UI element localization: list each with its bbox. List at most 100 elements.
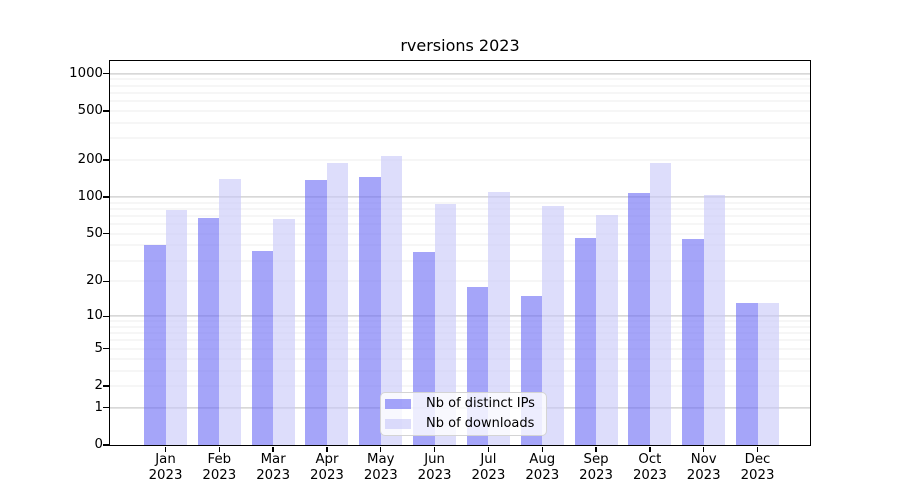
y-tick-label: 5 bbox=[94, 340, 103, 356]
x-tick-label: Oct 2023 bbox=[632, 452, 667, 483]
bar bbox=[574, 238, 597, 445]
bar-group-jan bbox=[144, 61, 187, 445]
minor-gridline bbox=[110, 332, 810, 334]
legend-swatch-distinct-ips bbox=[385, 398, 411, 410]
minor-gridline bbox=[110, 223, 810, 225]
minor-gridline bbox=[110, 280, 810, 282]
minor-gridline bbox=[110, 208, 810, 210]
x-tick-label: Aug 2023 bbox=[525, 452, 560, 483]
y-tick-mark bbox=[103, 110, 109, 112]
bar bbox=[165, 210, 187, 445]
x-tick-mark bbox=[756, 446, 759, 452]
bar-group-dec bbox=[736, 61, 780, 445]
bar bbox=[542, 206, 564, 445]
minor-gridline bbox=[110, 244, 810, 246]
minor-gridline bbox=[110, 233, 810, 235]
chart-title: rversions 2023 bbox=[400, 36, 520, 55]
x-tick-label: May 2023 bbox=[363, 452, 398, 483]
bar-group-jun bbox=[413, 61, 457, 445]
minor-gridline bbox=[110, 385, 810, 387]
bar-group-mar bbox=[251, 61, 295, 445]
bar-group-may bbox=[359, 61, 403, 445]
x-tick-label: Sep 2023 bbox=[579, 452, 613, 483]
y-tick-label: 1000 bbox=[69, 65, 103, 81]
legend-label-distinct-ips: Nb of distinct IPs bbox=[426, 396, 535, 411]
x-tick-mark bbox=[164, 446, 167, 452]
major-gridline bbox=[110, 196, 810, 198]
bar bbox=[703, 195, 726, 445]
y-tick-label: 10 bbox=[86, 308, 103, 324]
bar-group-feb bbox=[197, 61, 241, 445]
y-tick-label: 100 bbox=[77, 189, 103, 205]
y-tick-mark bbox=[103, 348, 109, 350]
y-tick-mark bbox=[103, 159, 109, 161]
minor-gridline bbox=[110, 78, 810, 80]
minor-gridline bbox=[110, 92, 810, 94]
y-tick-label: 200 bbox=[77, 152, 103, 168]
y-tick-mark bbox=[103, 315, 109, 317]
legend: Nb of distinct IPs Nb of downloads bbox=[380, 392, 547, 436]
bar bbox=[628, 192, 650, 445]
bar bbox=[488, 192, 510, 445]
x-tick-label: Dec 2023 bbox=[740, 452, 775, 483]
bar bbox=[273, 219, 295, 445]
x-tick-mark bbox=[433, 446, 436, 452]
bar bbox=[305, 179, 327, 445]
x-tick-mark bbox=[595, 446, 597, 452]
y-tick-mark bbox=[103, 407, 109, 409]
x-tick-label: Apr 2023 bbox=[310, 452, 344, 483]
minor-gridline bbox=[110, 326, 810, 328]
y-tick-mark bbox=[103, 280, 109, 283]
minor-gridline bbox=[110, 110, 810, 112]
y-tick-label: 1 bbox=[94, 399, 103, 415]
bar-group-apr bbox=[305, 61, 349, 445]
minor-gridline bbox=[110, 358, 810, 360]
y-tick-mark bbox=[103, 73, 109, 75]
minor-gridline bbox=[110, 260, 810, 261]
x-tick-label: Feb 2023 bbox=[202, 452, 237, 483]
legend-item-distinct-ips: Nb of distinct IPs bbox=[385, 396, 546, 412]
x-tick-mark bbox=[703, 446, 705, 452]
minor-gridline bbox=[110, 100, 810, 102]
legend-swatch-downloads bbox=[385, 418, 411, 430]
bar bbox=[251, 251, 274, 445]
bar bbox=[359, 176, 381, 445]
bar-group-nov bbox=[682, 61, 726, 445]
bar bbox=[197, 217, 220, 445]
y-tick-mark bbox=[103, 385, 109, 387]
x-tick-label: Nov 2023 bbox=[686, 452, 721, 483]
major-gridline bbox=[110, 315, 810, 317]
bar-group-sep bbox=[574, 61, 618, 445]
x-tick-label: Jan 2023 bbox=[148, 452, 183, 483]
bar bbox=[434, 203, 457, 445]
bar bbox=[219, 179, 241, 445]
x-tick-mark bbox=[649, 446, 651, 452]
plot-area bbox=[110, 61, 810, 445]
bar bbox=[757, 303, 780, 445]
minor-gridline bbox=[110, 348, 810, 350]
x-tick-mark bbox=[218, 446, 220, 452]
y-tick-mark bbox=[103, 444, 109, 446]
legend-label-downloads: Nb of downloads bbox=[426, 416, 535, 431]
bar-group-oct bbox=[628, 61, 672, 445]
legend-item-downloads: Nb of downloads bbox=[385, 416, 546, 432]
x-tick-label: Jun 2023 bbox=[417, 452, 452, 483]
y-tick-mark bbox=[103, 233, 109, 235]
y-tick-mark bbox=[103, 196, 109, 198]
minor-gridline bbox=[110, 320, 810, 322]
minor-gridline bbox=[110, 85, 810, 87]
bar bbox=[649, 162, 672, 445]
x-tick-mark bbox=[326, 446, 328, 452]
bar-group-aug bbox=[520, 61, 564, 445]
bar bbox=[682, 239, 704, 445]
x-tick-mark bbox=[541, 446, 543, 452]
minor-gridline bbox=[110, 159, 810, 161]
bar bbox=[326, 163, 349, 445]
x-tick-label: Mar 2023 bbox=[256, 452, 291, 483]
bar-group-jul bbox=[466, 61, 510, 445]
major-gridline bbox=[110, 73, 810, 75]
y-tick-label: 20 bbox=[86, 273, 103, 289]
bar bbox=[144, 245, 166, 445]
bar bbox=[736, 303, 758, 445]
